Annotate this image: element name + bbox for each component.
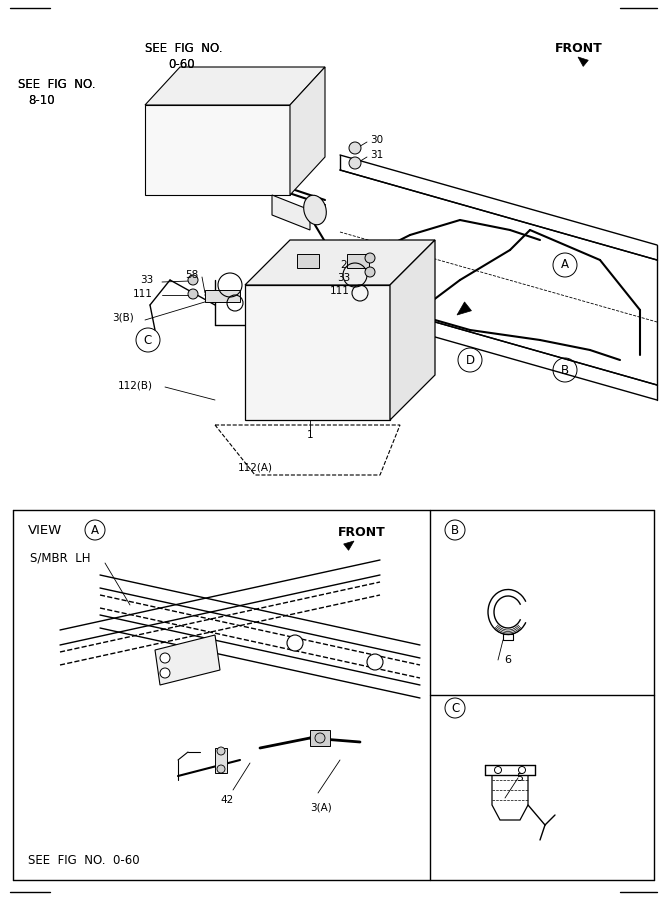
Text: 30: 30: [370, 135, 383, 145]
Text: SEE  FIG  NO.: SEE FIG NO.: [18, 78, 95, 92]
Polygon shape: [390, 240, 435, 420]
Text: 0-60: 0-60: [168, 58, 195, 70]
Text: C: C: [144, 334, 152, 346]
Text: B: B: [561, 364, 569, 376]
Text: 33: 33: [140, 275, 153, 285]
Circle shape: [160, 653, 170, 663]
Bar: [347, 254, 369, 268]
Circle shape: [365, 267, 375, 277]
Text: SEE  FIG  NO.: SEE FIG NO.: [145, 41, 223, 55]
Text: A: A: [561, 258, 569, 272]
Text: SEE  FIG  NO.: SEE FIG NO.: [18, 78, 95, 92]
Bar: [310, 730, 330, 746]
Bar: [215, 748, 227, 773]
Circle shape: [349, 142, 361, 154]
Text: FRONT: FRONT: [555, 41, 603, 55]
Text: 1: 1: [307, 430, 313, 440]
Text: D: D: [466, 354, 474, 366]
Text: 5: 5: [516, 773, 524, 783]
Polygon shape: [145, 105, 290, 195]
Text: 42: 42: [220, 795, 233, 805]
Text: 112(B): 112(B): [118, 380, 153, 390]
Ellipse shape: [303, 195, 326, 225]
Bar: [205, 290, 240, 302]
Text: 112(A): 112(A): [237, 463, 273, 473]
Polygon shape: [245, 285, 390, 420]
Text: 111: 111: [133, 289, 153, 299]
Text: FRONT: FRONT: [338, 526, 386, 539]
Polygon shape: [272, 195, 310, 230]
Polygon shape: [145, 67, 325, 105]
Circle shape: [315, 733, 325, 743]
Polygon shape: [578, 57, 588, 67]
Circle shape: [367, 654, 383, 670]
Text: 58: 58: [185, 270, 198, 280]
Text: 31: 31: [370, 150, 384, 160]
Text: 8-10: 8-10: [28, 94, 55, 107]
Polygon shape: [344, 541, 354, 550]
Text: C: C: [451, 701, 459, 715]
Text: 111: 111: [330, 286, 350, 296]
Text: 3(B): 3(B): [112, 313, 134, 323]
Text: VIEW: VIEW: [28, 524, 62, 536]
Text: B: B: [451, 524, 459, 536]
Circle shape: [365, 253, 375, 263]
Circle shape: [188, 275, 198, 285]
Circle shape: [188, 289, 198, 299]
Text: 8-10: 8-10: [28, 94, 55, 107]
Text: S/MBR  LH: S/MBR LH: [30, 552, 91, 564]
Polygon shape: [457, 302, 472, 315]
Polygon shape: [155, 635, 220, 685]
Circle shape: [217, 747, 225, 755]
Circle shape: [217, 765, 225, 773]
Bar: [297, 254, 319, 268]
Circle shape: [349, 157, 361, 169]
Polygon shape: [290, 67, 325, 195]
Circle shape: [160, 668, 170, 678]
Text: SEE  FIG  NO.: SEE FIG NO.: [145, 41, 223, 55]
Text: 2: 2: [340, 260, 347, 270]
Text: 0-60: 0-60: [168, 58, 195, 70]
Text: A: A: [91, 524, 99, 536]
Text: 3(A): 3(A): [310, 803, 331, 813]
Text: SEE  FIG  NO.  0-60: SEE FIG NO. 0-60: [28, 853, 139, 867]
Text: 6: 6: [504, 655, 512, 665]
Text: 33: 33: [337, 273, 350, 283]
Polygon shape: [245, 240, 435, 285]
Circle shape: [287, 635, 303, 651]
